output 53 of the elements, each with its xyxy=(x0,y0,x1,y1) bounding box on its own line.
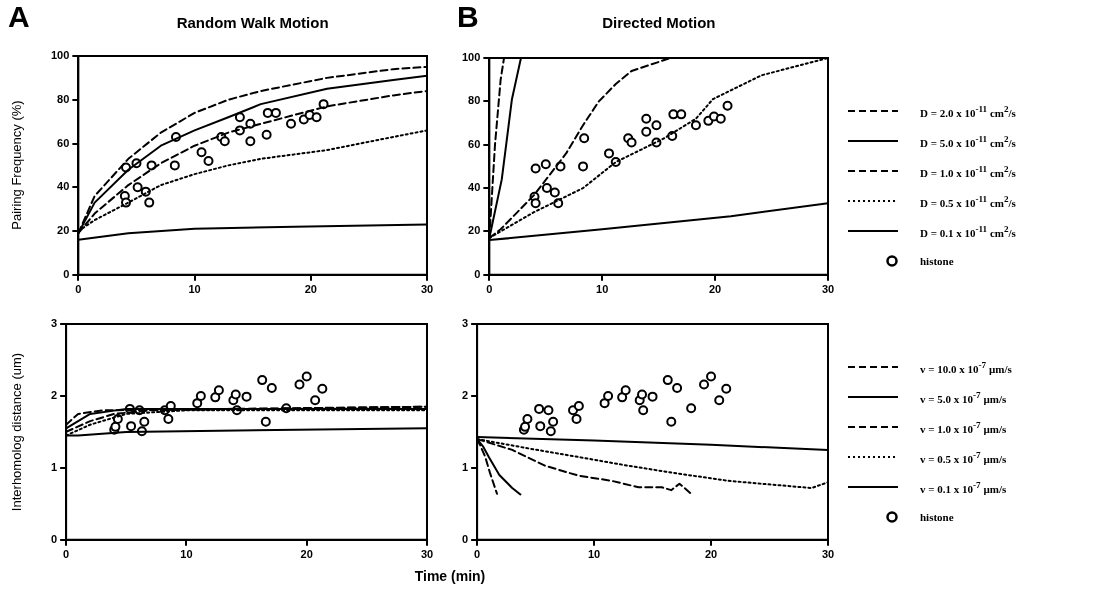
legend-label: D = 2.0 x 10$^{-11}$ cm$^{2}$/s xyxy=(920,104,1016,119)
x-tick-label: 10 xyxy=(188,283,201,296)
y-tick-label: 40 xyxy=(468,181,481,194)
chart-title: Directed Motion xyxy=(602,14,716,31)
x-tick-label: 10 xyxy=(587,548,601,561)
x-tick-label: 30 xyxy=(821,283,835,296)
x-axis-title: Time (min) xyxy=(414,567,486,584)
y-tick-label: 60 xyxy=(57,136,70,149)
y-tick-label: 1 xyxy=(461,460,469,473)
x-tick-label: 0 xyxy=(75,283,82,296)
legend-label: D = 0.5 x 10$^{-11}$ cm$^{2}$/s xyxy=(920,194,1016,209)
y-tick-label: 80 xyxy=(468,94,481,107)
x-tick-label: 30 xyxy=(821,548,835,561)
y-tick-label: 1 xyxy=(50,460,58,473)
legend-label: D = 0.1 x 10$^{-11}$ cm$^{2}$/s xyxy=(920,224,1016,239)
legend-label: v = 0.1 x 10$^{-7}$ µm/s xyxy=(920,479,1007,495)
y-tick-label: 0 xyxy=(461,532,469,545)
x-tick-label: 20 xyxy=(704,548,718,561)
chart-title: Random Walk Motion xyxy=(176,14,329,31)
x-tick-label: 0 xyxy=(486,283,493,296)
y-tick-label: 20 xyxy=(57,224,70,237)
y-tick-label: 0 xyxy=(474,267,481,280)
x-tick-label: 20 xyxy=(708,283,722,296)
legend-label: D = 5.0 x 10$^{-11}$ cm$^{2}$/s xyxy=(920,134,1016,149)
legend-label: v = 10.0 x 10$^{-7}$ µm/s xyxy=(920,359,1012,375)
y-tick-label: 3 xyxy=(50,317,58,330)
x-tick-label: 10 xyxy=(596,283,609,296)
y-tick-label: 0 xyxy=(50,532,58,545)
y-tick-label: 80 xyxy=(57,92,70,105)
y-tick-label: 2 xyxy=(50,388,58,401)
y-tick-label: 100 xyxy=(50,49,70,62)
y-tick-label: 20 xyxy=(468,224,481,237)
legend-label: histone xyxy=(920,255,954,268)
legend-label: v = 0.5 x 10$^{-7}$ µm/s xyxy=(920,449,1007,465)
x-tick-label: 30 xyxy=(420,283,434,296)
y-tick-label: 60 xyxy=(468,137,481,150)
y-axis-title: Pairing Frequency (%) xyxy=(8,100,24,231)
legend-label: v = 5.0 x 10$^{-7}$ µm/s xyxy=(920,389,1007,405)
y-tick-label: 0 xyxy=(63,267,70,280)
y-axis-title: Interhomolog distance (um) xyxy=(8,352,24,512)
x-tick-label: 20 xyxy=(304,283,317,296)
text: A xyxy=(8,0,30,34)
legend-label: histone xyxy=(920,510,954,523)
y-tick-label: 2 xyxy=(461,388,469,401)
text: B xyxy=(457,0,479,34)
x-tick-label: 20 xyxy=(300,548,313,561)
x-tick-label: 10 xyxy=(180,548,193,561)
y-tick-label: 40 xyxy=(57,180,70,193)
legend-label: v = 1.0 x 10$^{-7}$ µm/s xyxy=(920,419,1007,435)
legend-label: D = 1.0 x 10$^{-11}$ cm$^{2}$/s xyxy=(920,164,1016,179)
y-tick-label: 3 xyxy=(461,317,469,330)
y-tick-label: 100 xyxy=(461,51,481,64)
x-tick-label: 30 xyxy=(420,548,434,561)
